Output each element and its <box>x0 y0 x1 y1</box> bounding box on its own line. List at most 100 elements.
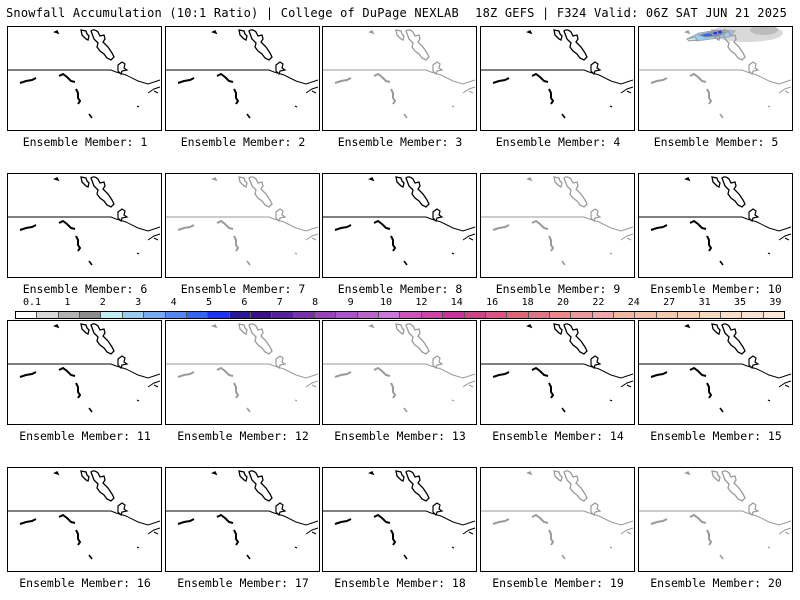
colorbar-swatch <box>186 312 209 318</box>
colorbar-bar <box>15 311 785 319</box>
map-panel <box>638 173 793 278</box>
colorbar-swatch <box>549 312 572 318</box>
colorbar-swatch <box>635 312 657 318</box>
panel-label: Ensemble Member: 1 <box>22 135 148 149</box>
panel-label: Ensemble Member: 17 <box>177 576 309 590</box>
colorbar-swatch <box>58 312 81 318</box>
colorbar-swatch <box>592 312 615 318</box>
colorbar-tick-label: 12 <box>415 297 428 308</box>
colorbar-swatch <box>80 312 102 318</box>
colorbar-tick-label: 1 <box>64 297 71 308</box>
map-outline <box>639 176 792 266</box>
colorbar-swatch <box>357 312 380 318</box>
map-outline <box>166 176 319 266</box>
map-panel <box>165 26 320 131</box>
map-panel <box>638 26 793 131</box>
map-outline <box>8 176 161 266</box>
map-panel <box>480 320 635 425</box>
colorbar-swatch <box>485 312 508 318</box>
colorbar-swatch <box>763 312 784 318</box>
colorbar-tick-label: 6 <box>241 297 248 308</box>
colorbar-ticks: 0.1 1 2 3 4 5 6 7 8 9 10 12 14 16 18 20 22 24 27 31 35 39 <box>15 297 785 309</box>
colorbar-swatch <box>229 312 251 318</box>
colorbar-swatch <box>250 312 273 318</box>
panel-label: Ensemble Member: 16 <box>19 576 151 590</box>
colorbar-swatch <box>528 312 550 318</box>
colorbar-swatch <box>464 312 486 318</box>
colorbar-swatch <box>315 312 337 318</box>
panel-label: Ensemble Member: 6 <box>22 282 148 296</box>
colorbar-swatch <box>614 312 636 318</box>
map-outline <box>8 29 161 119</box>
panel-label: Ensemble Member: 12 <box>177 429 309 443</box>
panel-label: Ensemble Member: 4 <box>495 135 621 149</box>
map-panel <box>480 26 635 131</box>
colorbar-swatch <box>742 312 764 318</box>
map-outline <box>323 323 476 413</box>
map-outline <box>639 323 792 413</box>
colorbar-swatch <box>400 312 422 318</box>
panel-label: Ensemble Member: 7 <box>180 282 306 296</box>
panel-label: Ensemble Member: 3 <box>337 135 463 149</box>
map-outline <box>481 323 634 413</box>
colorbar-tick-label: 18 <box>521 297 534 308</box>
colorbar-swatch <box>656 312 679 318</box>
panel-label: Ensemble Member: 18 <box>334 576 466 590</box>
map-panel <box>165 467 320 572</box>
colorbar-swatch <box>122 312 145 318</box>
colorbar-tick-label: 3 <box>135 297 142 308</box>
panel-label: Ensemble Member: 9 <box>495 282 621 296</box>
colorbar-swatch <box>720 312 743 318</box>
map-panel <box>322 467 477 572</box>
colorbar-tick-label: 16 <box>486 297 499 308</box>
colorbar-tick-label: 24 <box>627 297 640 308</box>
colorbar-tick-label: 7 <box>276 297 283 308</box>
colorbar-tick-label: 5 <box>205 297 213 308</box>
colorbar-tick-label: 14 <box>450 297 463 308</box>
colorbar-swatch <box>272 312 294 318</box>
map-panel <box>322 320 477 425</box>
colorbar-tick-label: 20 <box>556 297 570 308</box>
map-panel <box>165 173 320 278</box>
colorbar-swatch <box>678 312 700 318</box>
colorbar-swatch <box>421 312 444 318</box>
panel-label: Ensemble Member: 15 <box>650 429 782 443</box>
map-outline <box>323 176 476 266</box>
panel-label: Ensemble Member: 13 <box>334 429 466 443</box>
colorbar-swatch <box>37 312 59 318</box>
panel-label: Ensemble Member: 14 <box>492 429 624 443</box>
colorbar-tick-label: 4 <box>170 297 177 308</box>
map-outline <box>639 470 792 560</box>
panel-label: Ensemble Member: 2 <box>180 135 306 149</box>
colorbar-tick-label: 39 <box>769 297 782 308</box>
map-outline <box>8 470 161 560</box>
colorbar-tick-label: 10 <box>379 297 393 308</box>
panel-label: Ensemble Member: 19 <box>492 576 624 590</box>
map-outline <box>166 323 319 413</box>
map-outline <box>323 29 476 119</box>
panel-label: Ensemble Member: 10 <box>650 282 782 296</box>
map-panel <box>638 320 793 425</box>
panel-label: Ensemble Member: 5 <box>653 135 779 149</box>
map-outline <box>481 470 634 560</box>
colorbar-tick-label: 31 <box>698 297 711 308</box>
colorbar-tick-label: 22 <box>592 297 605 308</box>
map-outline <box>481 176 634 266</box>
colorbar-swatch <box>336 312 358 318</box>
map-outline <box>8 323 161 413</box>
map-panel <box>7 467 162 572</box>
product-title: Snowfall Accumulation (10:1 Ratio) | Col… <box>6 6 459 20</box>
map-panel <box>7 173 162 278</box>
colorbar-tick-label: 35 <box>733 297 747 308</box>
colorbar-swatch <box>293 312 316 318</box>
colorbar-swatch <box>571 312 593 318</box>
valid-time: 18Z GEFS | F324 Valid: 06Z SAT JUN 21 20… <box>475 6 787 20</box>
map-panel <box>7 26 162 131</box>
colorbar-swatch <box>101 312 123 318</box>
map-panel <box>480 173 635 278</box>
map-outline <box>166 29 319 119</box>
header: Snowfall Accumulation (10:1 Ratio) | Col… <box>0 0 800 22</box>
colorbar-tick-label: 27 <box>663 297 676 308</box>
colorbar-swatch <box>144 312 166 318</box>
map-outline <box>323 470 476 560</box>
